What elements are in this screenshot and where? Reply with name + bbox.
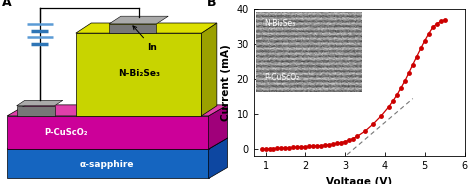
Polygon shape xyxy=(7,105,228,116)
Polygon shape xyxy=(109,16,168,24)
Polygon shape xyxy=(7,116,209,149)
Polygon shape xyxy=(7,149,209,178)
Text: B: B xyxy=(207,0,217,9)
Text: α-sapphire: α-sapphire xyxy=(80,160,134,169)
Y-axis label: Current (mA): Current (mA) xyxy=(221,44,231,121)
Polygon shape xyxy=(209,105,228,149)
Polygon shape xyxy=(76,33,201,116)
Polygon shape xyxy=(7,138,228,149)
Polygon shape xyxy=(201,23,217,116)
Polygon shape xyxy=(109,24,156,33)
X-axis label: Voltage (V): Voltage (V) xyxy=(326,177,392,184)
Polygon shape xyxy=(209,138,228,178)
Polygon shape xyxy=(17,100,63,106)
Polygon shape xyxy=(76,23,217,33)
Text: In: In xyxy=(133,26,157,52)
Polygon shape xyxy=(17,106,55,116)
Text: N-Bi₂Se₃: N-Bi₂Se₃ xyxy=(118,69,160,78)
Text: A: A xyxy=(2,0,12,8)
Text: P-CuScO₂: P-CuScO₂ xyxy=(45,128,88,137)
